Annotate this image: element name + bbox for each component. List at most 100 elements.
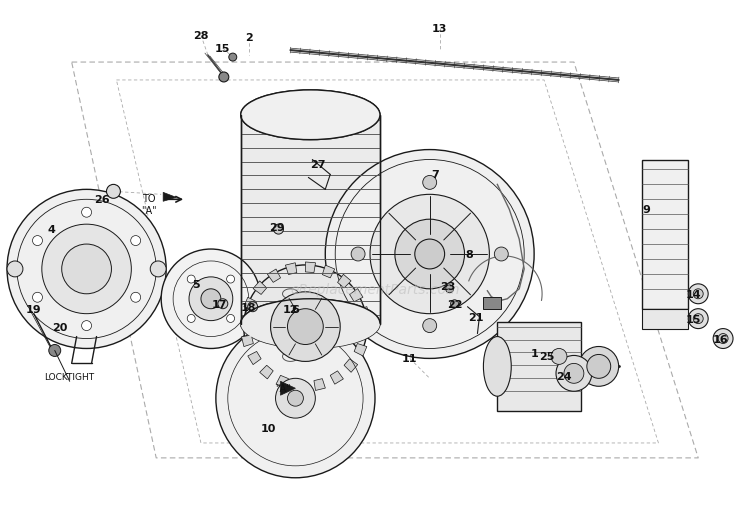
Polygon shape	[242, 335, 254, 347]
Text: 6: 6	[292, 304, 299, 314]
Circle shape	[229, 54, 237, 62]
Text: TO
"A": TO "A"	[142, 194, 157, 216]
Polygon shape	[253, 281, 267, 295]
Ellipse shape	[241, 299, 380, 349]
Circle shape	[287, 390, 304, 406]
Circle shape	[551, 349, 567, 364]
Circle shape	[201, 289, 220, 309]
Polygon shape	[314, 379, 326, 391]
Circle shape	[188, 315, 195, 323]
Circle shape	[130, 236, 141, 246]
Text: "A": "A"	[274, 383, 290, 393]
Circle shape	[693, 314, 703, 324]
Text: 26: 26	[94, 195, 110, 205]
Circle shape	[7, 190, 166, 349]
Text: 15: 15	[215, 44, 230, 54]
Text: 8: 8	[466, 249, 473, 260]
Bar	[241, 116, 380, 324]
Polygon shape	[244, 298, 256, 310]
Text: 17: 17	[212, 299, 227, 309]
Circle shape	[189, 277, 232, 321]
Text: LOCKTIGHT: LOCKTIGHT	[44, 372, 94, 381]
Circle shape	[688, 309, 708, 329]
Circle shape	[161, 249, 261, 349]
Text: 4: 4	[48, 224, 56, 235]
Text: 28: 28	[194, 31, 208, 41]
Ellipse shape	[484, 337, 512, 397]
Circle shape	[244, 265, 367, 388]
Polygon shape	[276, 376, 289, 388]
Text: 29: 29	[268, 223, 284, 233]
Polygon shape	[305, 263, 316, 273]
Text: 22: 22	[447, 299, 462, 309]
Circle shape	[32, 293, 43, 303]
Polygon shape	[296, 381, 305, 391]
Circle shape	[226, 275, 235, 284]
Polygon shape	[164, 193, 176, 202]
Circle shape	[150, 262, 166, 277]
Circle shape	[219, 73, 229, 83]
Circle shape	[82, 208, 92, 218]
Polygon shape	[344, 359, 358, 373]
Text: 10: 10	[261, 423, 276, 433]
Circle shape	[49, 345, 61, 357]
Polygon shape	[358, 307, 369, 319]
Bar	[484, 297, 501, 309]
Circle shape	[188, 275, 195, 284]
Text: 18: 18	[241, 302, 256, 312]
Text: 25: 25	[539, 352, 555, 362]
Text: 19: 19	[26, 304, 42, 314]
Circle shape	[7, 262, 23, 277]
Polygon shape	[241, 317, 251, 327]
Circle shape	[586, 355, 610, 379]
Polygon shape	[359, 327, 370, 337]
Circle shape	[423, 176, 436, 190]
Circle shape	[271, 292, 340, 362]
Ellipse shape	[241, 91, 380, 140]
Text: 7: 7	[430, 170, 439, 180]
Circle shape	[415, 240, 445, 269]
Text: 23: 23	[440, 281, 455, 291]
Polygon shape	[641, 309, 688, 329]
Text: 1: 1	[530, 349, 538, 359]
Circle shape	[423, 319, 436, 333]
Polygon shape	[350, 289, 363, 302]
Text: 2: 2	[244, 33, 253, 43]
Polygon shape	[641, 160, 688, 309]
Circle shape	[106, 185, 121, 199]
Circle shape	[494, 247, 508, 262]
Circle shape	[217, 299, 228, 309]
Text: 16: 16	[712, 334, 728, 344]
Circle shape	[718, 334, 728, 344]
Circle shape	[130, 293, 141, 303]
Text: 15: 15	[686, 314, 701, 324]
Polygon shape	[286, 263, 297, 275]
Circle shape	[82, 321, 92, 331]
Circle shape	[713, 329, 733, 349]
Polygon shape	[268, 269, 280, 283]
Circle shape	[693, 289, 703, 299]
Circle shape	[370, 195, 489, 314]
Text: 13: 13	[432, 24, 447, 34]
Circle shape	[556, 356, 592, 391]
Polygon shape	[260, 365, 273, 379]
Polygon shape	[248, 352, 261, 365]
Circle shape	[446, 285, 454, 293]
Bar	[497, 322, 580, 411]
Text: 24: 24	[556, 372, 572, 382]
Polygon shape	[322, 266, 334, 278]
Text: 5: 5	[192, 279, 200, 289]
Text: 20: 20	[52, 322, 68, 332]
Text: 21: 21	[468, 312, 483, 322]
Circle shape	[351, 247, 365, 262]
Ellipse shape	[241, 91, 380, 140]
Circle shape	[579, 347, 619, 386]
Text: 27: 27	[310, 160, 326, 170]
Polygon shape	[280, 382, 296, 395]
Circle shape	[688, 285, 708, 304]
Circle shape	[248, 302, 258, 312]
Polygon shape	[338, 275, 351, 289]
Polygon shape	[354, 344, 367, 356]
Text: 14: 14	[686, 289, 701, 299]
Circle shape	[326, 150, 534, 359]
